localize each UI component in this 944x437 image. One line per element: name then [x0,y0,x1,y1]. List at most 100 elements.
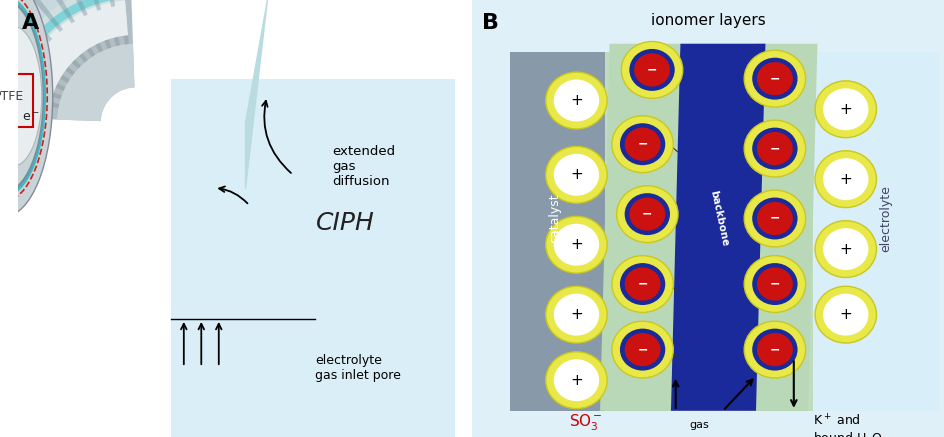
Text: catalyst: catalyst [548,194,561,243]
Circle shape [751,198,797,239]
Text: +: + [838,242,851,257]
Polygon shape [599,44,680,411]
Circle shape [751,128,797,170]
Text: −: − [636,277,648,291]
FancyBboxPatch shape [171,79,454,437]
Text: +: + [838,102,851,117]
Text: extended
gas
diffusion: extended gas diffusion [332,145,396,187]
Circle shape [621,42,682,98]
Text: +: + [838,172,851,187]
Polygon shape [118,0,132,83]
Circle shape [756,132,792,165]
Circle shape [553,154,598,196]
Polygon shape [0,0,126,112]
Polygon shape [11,93,97,115]
Text: +: + [569,237,582,252]
Text: A: A [22,13,40,33]
Polygon shape [26,53,103,103]
Circle shape [629,198,665,231]
Text: −: − [768,343,780,356]
Text: e$^-$: e$^-$ [22,111,40,125]
Text: ionomer: ionomer [0,436,1,437]
Polygon shape [0,0,125,112]
Text: gas: gas [689,420,708,430]
Circle shape [624,128,660,161]
Text: SO$_3^-$: SO$_3^-$ [568,413,602,434]
Text: +: + [569,93,582,108]
Polygon shape [43,0,88,16]
Polygon shape [0,61,23,92]
Polygon shape [0,0,146,122]
Ellipse shape [0,0,53,216]
Polygon shape [0,0,126,112]
Text: −: − [646,63,657,76]
Polygon shape [0,37,28,78]
Text: CIPH: CIPH [316,211,375,235]
Circle shape [751,329,797,371]
Polygon shape [20,66,100,107]
Polygon shape [670,44,765,411]
Circle shape [553,224,598,266]
Circle shape [546,286,606,343]
Polygon shape [0,14,35,65]
Polygon shape [1,0,63,32]
Circle shape [756,267,792,301]
Circle shape [619,329,665,371]
Polygon shape [91,2,124,86]
Circle shape [612,321,672,378]
Circle shape [553,359,598,401]
Circle shape [822,88,868,130]
Polygon shape [3,0,131,118]
Polygon shape [0,0,42,53]
Circle shape [553,294,598,336]
Text: side chain: side chain [772,195,790,242]
Polygon shape [54,22,111,93]
FancyBboxPatch shape [472,0,944,437]
Circle shape [756,62,792,95]
Text: −: − [768,212,780,225]
Text: −: − [636,343,648,356]
Polygon shape [92,0,115,7]
Circle shape [546,352,606,409]
Polygon shape [0,0,125,111]
Text: −: − [641,208,652,221]
Circle shape [619,263,665,305]
Circle shape [546,72,606,129]
Text: electrolyte
gas inlet pore: electrolyte gas inlet pore [314,354,400,382]
Text: −: − [768,142,780,155]
Text: K$^+$ and
bound H$_2$O: K$^+$ and bound H$_2$O [812,413,882,437]
Circle shape [756,202,792,235]
Circle shape [546,216,606,273]
Circle shape [624,267,660,301]
Polygon shape [104,0,127,84]
Polygon shape [746,44,817,411]
Polygon shape [14,79,99,111]
Polygon shape [43,31,109,96]
Text: B: B [481,13,498,33]
Polygon shape [34,42,106,99]
Circle shape [624,193,669,235]
Polygon shape [0,0,125,112]
Polygon shape [0,0,126,114]
Circle shape [751,263,797,305]
FancyBboxPatch shape [510,52,604,411]
Circle shape [744,190,804,247]
Text: PTFE: PTFE [0,90,25,103]
Circle shape [615,186,677,243]
Polygon shape [0,0,52,42]
Polygon shape [57,44,134,121]
Circle shape [756,333,792,366]
Polygon shape [65,14,115,90]
Circle shape [744,120,804,177]
Ellipse shape [0,26,42,166]
Polygon shape [5,0,134,121]
Circle shape [619,123,665,165]
Text: electrolyte: electrolyte [879,185,891,252]
Circle shape [822,294,868,336]
Text: catalyst: catalyst [0,436,1,437]
Polygon shape [67,0,101,11]
Text: side chain: side chain [637,195,656,242]
Text: +: + [569,167,582,182]
Circle shape [744,256,804,312]
Circle shape [814,81,875,138]
